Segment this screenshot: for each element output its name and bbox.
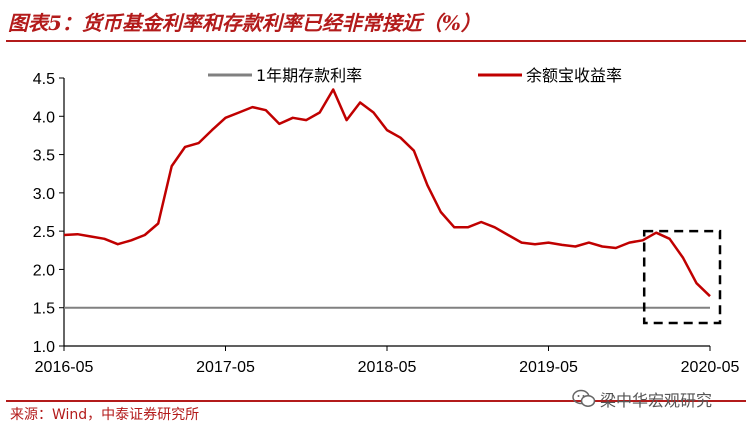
x-tick-label: 2020-05 [681, 359, 740, 376]
y-tick-label: 3.5 [33, 148, 55, 165]
x-tick-label: 2019-05 [519, 359, 578, 376]
y-tick-label: 4.0 [33, 109, 55, 126]
y-axis: 1.0 1.5 2.0 2.5 3.0 3.5 4.0 4.5 [33, 71, 65, 356]
series-layer [63, 88, 711, 309]
y-tick-label: 4.5 [33, 71, 55, 88]
wechat-icon [572, 389, 596, 407]
watermark: 梁中华宏观研究 [572, 386, 712, 412]
legend: 1年期存款利率 余额宝收益率 [208, 66, 622, 85]
x-tick-label: 2018-05 [358, 359, 417, 376]
source-divider [6, 400, 746, 402]
legend-label: 余额宝收益率 [526, 66, 622, 85]
y-tick-label: 1.0 [33, 339, 55, 356]
watermark-text: 梁中华宏观研究 [600, 391, 713, 410]
x-tick-label: 2016-05 [35, 359, 94, 376]
y-tick-label: 2.5 [33, 224, 55, 241]
y-tick-label: 1.5 [33, 301, 55, 318]
line-chart: 1.01.52.02.53.03.54.04.5 2016-05 2017-05 2… [33, 66, 740, 376]
yuebao-yield-line [63, 88, 711, 298]
x-axis: 2016-05 2017-05 2018-05 2019-05 2020-05 [35, 345, 740, 376]
source-note: 来源：Wind，中泰证券研究所 [10, 407, 200, 423]
y-tick-label: 3.0 [33, 186, 55, 203]
y-tick-label: 2.0 [33, 262, 55, 279]
highlight-dashed-box [642, 229, 722, 325]
legend-label: 1年期存款利率 [256, 66, 362, 85]
figure-title: 图表5：货币基金利率和存款利率已经非常接近（%） [8, 11, 481, 35]
title-divider [6, 40, 746, 42]
x-tick-label: 2017-05 [196, 359, 255, 376]
